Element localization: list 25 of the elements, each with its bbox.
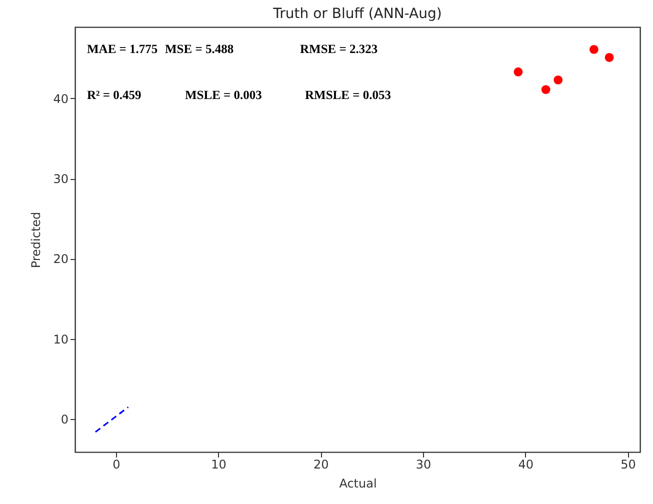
annotation: MSE = 5.488 bbox=[165, 42, 234, 56]
y-tick-label: 0 bbox=[60, 412, 68, 427]
x-tick-label: 40 bbox=[518, 458, 534, 472]
y-tick-label: 10 bbox=[53, 332, 68, 346]
x-tick-label: 20 bbox=[314, 458, 329, 472]
x-axis-title: Actual bbox=[339, 476, 377, 490]
point bbox=[541, 85, 550, 94]
annotation: RMSE = 2.323 bbox=[300, 42, 378, 56]
x-tick-label: 30 bbox=[416, 458, 432, 472]
annotation: R² = 0.459 bbox=[87, 88, 142, 102]
x-tick-label: 50 bbox=[620, 458, 636, 472]
point bbox=[554, 75, 563, 84]
annotation: MAE = 1.775 bbox=[87, 42, 158, 56]
annotation: RMSLE = 0.053 bbox=[305, 88, 391, 102]
x-tick-label: 0 bbox=[112, 458, 120, 472]
point bbox=[604, 53, 614, 62]
y-tick-label: 20 bbox=[53, 252, 68, 266]
annotation: MSLE = 0.003 bbox=[185, 88, 262, 102]
y-tick-label: 40 bbox=[53, 92, 68, 106]
point bbox=[514, 67, 523, 76]
point bbox=[589, 44, 598, 54]
y-tick-label: 30 bbox=[53, 172, 68, 186]
chart-title: Truth or Bluff (ANN-Aug) bbox=[272, 6, 442, 22]
y-axis-title: Predicted bbox=[29, 212, 44, 268]
x-tick-label: 10 bbox=[211, 458, 226, 472]
